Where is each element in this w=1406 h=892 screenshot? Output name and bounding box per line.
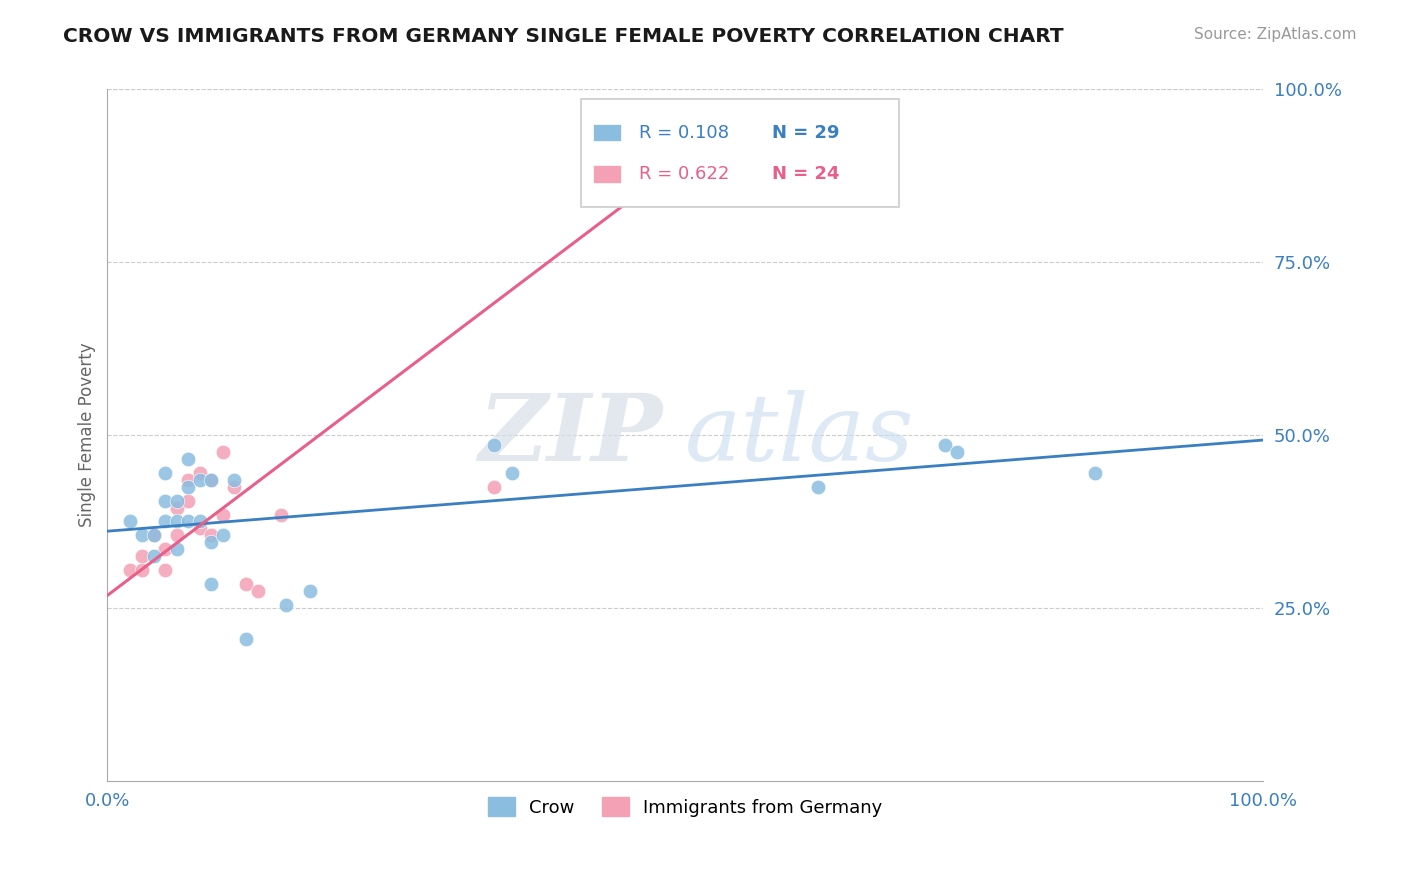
FancyBboxPatch shape (581, 99, 898, 207)
Point (177, 480, 200, 494)
Point (142, 549, 165, 563)
Point (679, 99, 702, 113)
Text: ZIP: ZIP (478, 390, 662, 480)
Point (212, 528, 235, 542)
Point (270, 508, 292, 522)
Point (246, 583, 269, 598)
Point (200, 473, 222, 487)
Point (807, 480, 830, 494)
Point (120, 515, 142, 529)
Point (224, 473, 246, 487)
Point (153, 563, 176, 577)
FancyBboxPatch shape (592, 165, 621, 183)
Y-axis label: Single Female Poverty: Single Female Poverty (79, 343, 96, 527)
FancyBboxPatch shape (592, 124, 621, 141)
Point (484, 438, 506, 452)
Point (235, 632, 257, 646)
Point (188, 515, 211, 529)
Text: R = 0.108: R = 0.108 (638, 123, 728, 142)
Point (153, 515, 176, 529)
Legend: Crow, Immigrants from Germany: Crow, Immigrants from Germany (481, 790, 890, 824)
Point (131, 528, 153, 542)
Point (142, 528, 165, 542)
Point (142, 528, 165, 542)
Text: atlas: atlas (685, 390, 914, 480)
Point (166, 500, 188, 515)
Point (1084, 466, 1107, 480)
Point (200, 535, 222, 549)
Point (166, 542, 188, 557)
Point (484, 480, 506, 494)
Point (188, 466, 211, 480)
Point (276, 598, 298, 612)
Text: N = 24: N = 24 (772, 165, 839, 183)
Point (945, 445, 967, 459)
Text: Source: ZipAtlas.com: Source: ZipAtlas.com (1194, 27, 1357, 42)
Point (200, 576, 222, 591)
Point (188, 521, 211, 535)
Point (679, 99, 702, 113)
Point (177, 452, 200, 467)
Point (177, 515, 200, 529)
Point (212, 508, 235, 522)
Point (153, 542, 176, 557)
Point (298, 583, 321, 598)
Point (153, 466, 176, 480)
Point (679, 99, 702, 113)
Point (235, 576, 257, 591)
Point (188, 473, 211, 487)
Point (177, 493, 200, 508)
Point (501, 466, 523, 480)
Point (166, 515, 188, 529)
Point (153, 493, 176, 508)
Point (166, 493, 188, 508)
Point (131, 563, 153, 577)
Point (934, 438, 956, 452)
Point (200, 473, 222, 487)
Point (166, 528, 188, 542)
Point (131, 549, 153, 563)
Point (120, 563, 142, 577)
Point (177, 473, 200, 487)
Point (224, 480, 246, 494)
Point (200, 528, 222, 542)
Point (212, 445, 235, 459)
Text: N = 29: N = 29 (772, 123, 839, 142)
Text: CROW VS IMMIGRANTS FROM GERMANY SINGLE FEMALE POVERTY CORRELATION CHART: CROW VS IMMIGRANTS FROM GERMANY SINGLE F… (63, 27, 1064, 45)
Text: R = 0.622: R = 0.622 (638, 165, 730, 183)
